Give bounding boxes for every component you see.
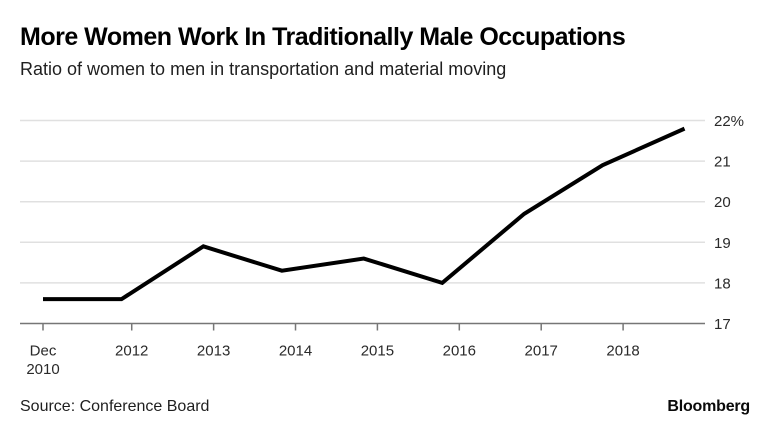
x-tick-label: 2014 [279, 343, 312, 360]
y-tick-label: 20 [714, 194, 731, 211]
y-tick-label: 18 [714, 275, 731, 292]
y-tick-label: 21 [714, 154, 731, 171]
y-tick-label: 17 [714, 316, 731, 333]
bloomberg-logo: Bloomberg [667, 398, 750, 415]
x-tick-label: 2012 [115, 343, 148, 360]
x-tick-label: 2013 [197, 343, 230, 360]
x-tick-label: 2016 [443, 343, 476, 360]
x-tick-label: 2015 [361, 343, 394, 360]
x-tick-label: 2018 [606, 343, 639, 360]
data-line [43, 126, 686, 302]
chart-subtitle: Ratio of women to men in transportation … [20, 59, 507, 79]
x-tick-label: Dec 2010 [26, 343, 59, 379]
y-tick-label: 19 [714, 235, 731, 252]
chart-title: More Women Work In Traditionally Male Oc… [20, 23, 626, 51]
x-tick-label: 2017 [525, 343, 558, 360]
y-tick-label: 22% [714, 113, 744, 130]
source-label: Source: Conference Board [20, 398, 210, 415]
